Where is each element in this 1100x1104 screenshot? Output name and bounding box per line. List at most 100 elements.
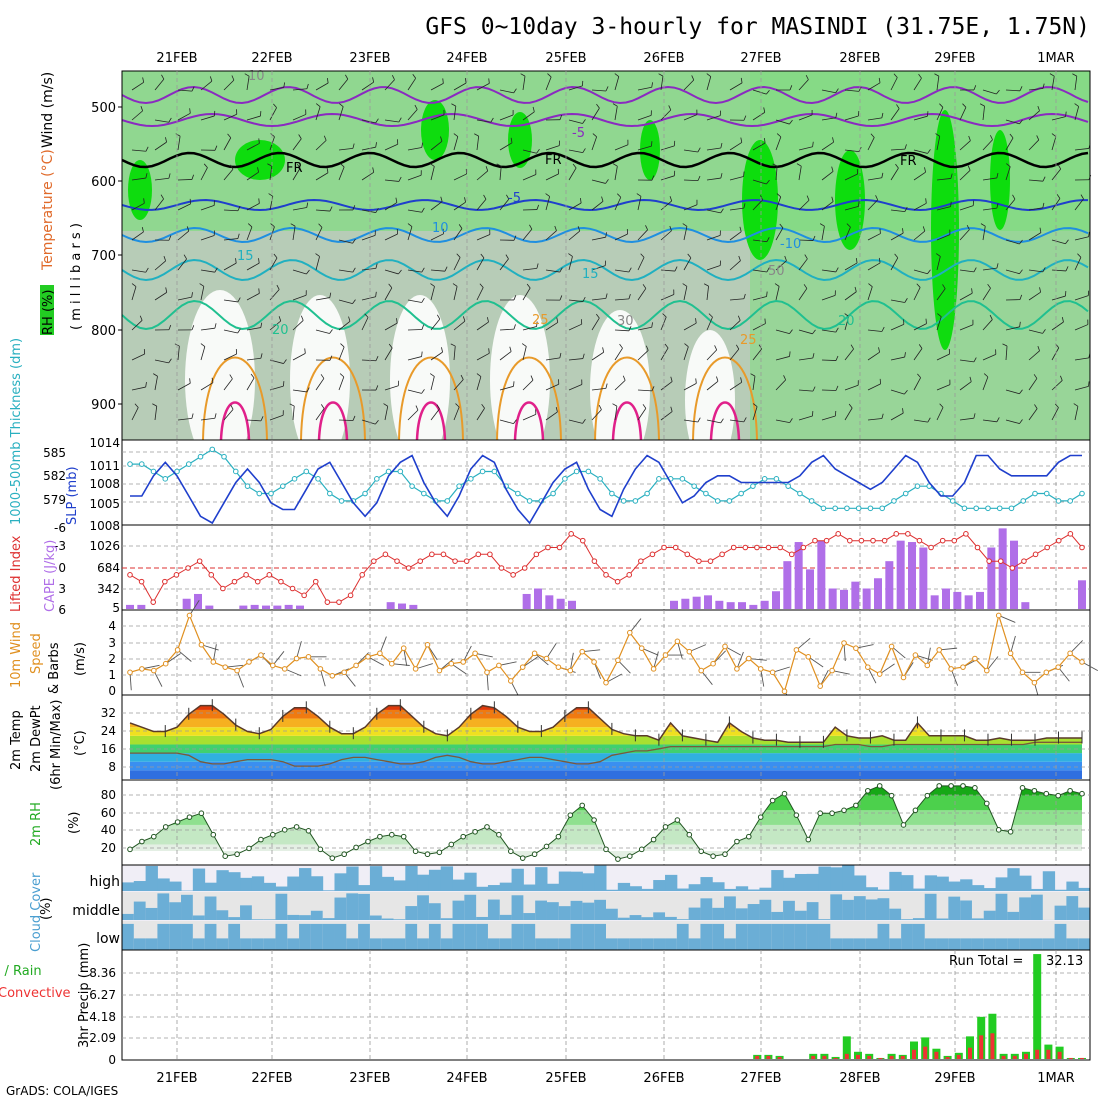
- millibars-label: ( m i l l i b a r s ): [69, 223, 84, 330]
- wind-speed-line-point: [699, 668, 704, 673]
- wind-speed-line-point: [937, 648, 942, 653]
- lifted-index-line-point: [952, 538, 957, 543]
- rh-line-point: [961, 784, 966, 789]
- cloud-low-bar: [830, 938, 842, 950]
- lifted-index-line-point: [534, 552, 539, 557]
- wind-speed-line-point: [592, 660, 597, 665]
- wind-speed-line-point: [794, 648, 799, 653]
- wind-speed-line-point: [211, 660, 216, 665]
- precip-convective-bar: [845, 1054, 849, 1059]
- cape-bar: [409, 605, 417, 609]
- lifted-index-line-point: [1010, 566, 1015, 571]
- cloud-mid-bar: [771, 912, 783, 920]
- date-label-bottom: 28FEB: [839, 1071, 880, 1086]
- lifted-index-line-point: [743, 545, 748, 550]
- lifted-index-line-point: [406, 566, 411, 571]
- lifted-index-line-point: [673, 545, 678, 550]
- rh-line-point: [413, 849, 418, 854]
- temp-band: [122, 736, 1090, 745]
- rh-line-point: [985, 801, 990, 806]
- thickness-line-point: [821, 506, 826, 511]
- date-label-top: 24FEB: [446, 51, 487, 66]
- cloud-low-bar: [901, 924, 913, 950]
- rh-line-point: [901, 823, 906, 828]
- cloud-high-bar: [429, 870, 441, 891]
- cloud-high-bar: [453, 880, 465, 891]
- cloud-high-bar: [193, 869, 205, 891]
- wind-speed-line-point: [687, 649, 692, 654]
- thickness-line-point: [892, 499, 897, 504]
- cape-bar: [273, 606, 281, 609]
- cloud-mid-bar: [205, 896, 217, 920]
- lifted-index-line-point: [325, 600, 330, 605]
- cloud-mid-bar: [736, 908, 748, 920]
- wind-barb-flag: [1089, 381, 1090, 386]
- cape-bar: [874, 578, 882, 609]
- cloud-mid-bar: [677, 919, 689, 920]
- wind-speed-line-point: [913, 653, 918, 658]
- cloud-high-bar: [287, 877, 299, 891]
- thickness-line-point: [1044, 491, 1049, 496]
- wind-barb-flag: [859, 201, 860, 206]
- wind-speed-line-point: [973, 656, 978, 661]
- lifted-index-line-point: [557, 545, 562, 550]
- cape-bar: [908, 542, 916, 609]
- date-label-bottom: 24FEB: [446, 1071, 487, 1086]
- thickness-line-point: [809, 499, 814, 504]
- rh-line-point: [390, 832, 395, 837]
- rh2m-label: 2m RH: [29, 802, 44, 846]
- thickness-line-point: [375, 477, 380, 482]
- wind-barb-flag: [514, 381, 515, 386]
- rh-line-point: [497, 832, 502, 837]
- slp-tick: 1008: [89, 519, 120, 533]
- precip-tick: 4.18: [89, 1010, 116, 1024]
- pressure-tick: 700: [91, 249, 116, 264]
- cloud-low-bar: [287, 938, 299, 950]
- precip-convective-bar: [957, 1055, 961, 1059]
- thickness-line-point: [233, 469, 238, 474]
- wind-speed-line-point: [187, 613, 192, 618]
- cloud-mid-bar: [759, 900, 771, 920]
- lifted-index-line-point: [464, 559, 469, 564]
- rh-line-point: [735, 839, 740, 844]
- thickness-line-point: [1068, 499, 1073, 504]
- cloud-low-bar: [228, 924, 240, 950]
- cloud-low-bar: [1055, 924, 1067, 950]
- cloud-low-bar: [948, 938, 960, 950]
- contour-label: 25: [532, 313, 549, 328]
- cape-tick: 342: [97, 582, 120, 596]
- temp-tick: 24: [101, 724, 116, 738]
- cape-bar: [772, 591, 780, 609]
- thickness-line-point: [163, 477, 168, 482]
- rh-line-point: [592, 818, 597, 823]
- lifted-index-line-point: [801, 545, 806, 550]
- li-tick: 6: [58, 603, 66, 617]
- rh-line-point: [639, 847, 644, 852]
- rh-line-point: [532, 852, 537, 857]
- cloud-low-bar: [759, 924, 771, 950]
- thickness-line-point: [563, 477, 568, 482]
- rh-line-point: [651, 837, 656, 842]
- cloud-low-bar: [724, 938, 736, 950]
- rh-line-point: [318, 847, 323, 852]
- rh-line-point: [794, 813, 799, 818]
- cloud-mid-bar: [582, 903, 594, 920]
- cloud-mid-bar: [559, 906, 571, 920]
- cloud-mid-bar: [228, 917, 240, 920]
- cape-bar: [749, 605, 757, 609]
- cloud-mid-bar: [807, 902, 819, 920]
- wind-speed-line-point: [663, 653, 668, 658]
- cape-bar: [1010, 541, 1018, 609]
- rh-line-point: [782, 791, 787, 796]
- rh-line-point: [330, 856, 335, 861]
- cape-bar: [953, 592, 961, 609]
- cloud-low-bar: [370, 938, 382, 950]
- thickness-line-point: [774, 477, 779, 482]
- thickness-line-point: [480, 469, 485, 474]
- lifted-index-line-point: [871, 538, 876, 543]
- cape-bar: [126, 605, 134, 609]
- rh-tick: 20: [101, 841, 116, 855]
- lifted-index-line-point: [197, 559, 202, 564]
- cloud-low-bar: [500, 938, 512, 950]
- rh-line-point: [401, 834, 406, 839]
